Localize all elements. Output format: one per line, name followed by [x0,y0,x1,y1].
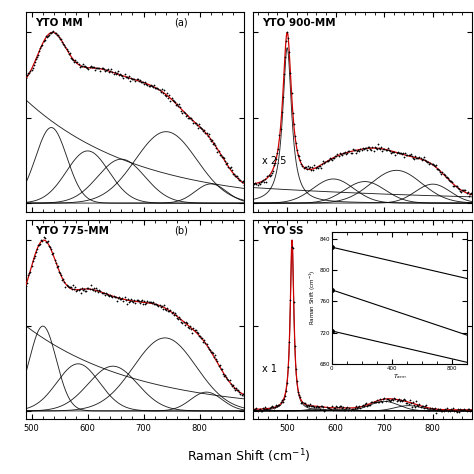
Text: YTO SS: YTO SS [262,226,303,236]
Text: YTO MM: YTO MM [35,18,82,28]
Text: YTO 775-MM: YTO 775-MM [35,226,109,236]
Text: x 2.5: x 2.5 [262,156,286,166]
Text: YTO 900-MM: YTO 900-MM [262,18,336,28]
Text: (b): (b) [174,226,189,236]
Text: Raman Shift (cm$^{-1}$): Raman Shift (cm$^{-1}$) [187,447,311,465]
Text: (a): (a) [174,18,188,28]
Text: x 1: x 1 [262,364,277,374]
